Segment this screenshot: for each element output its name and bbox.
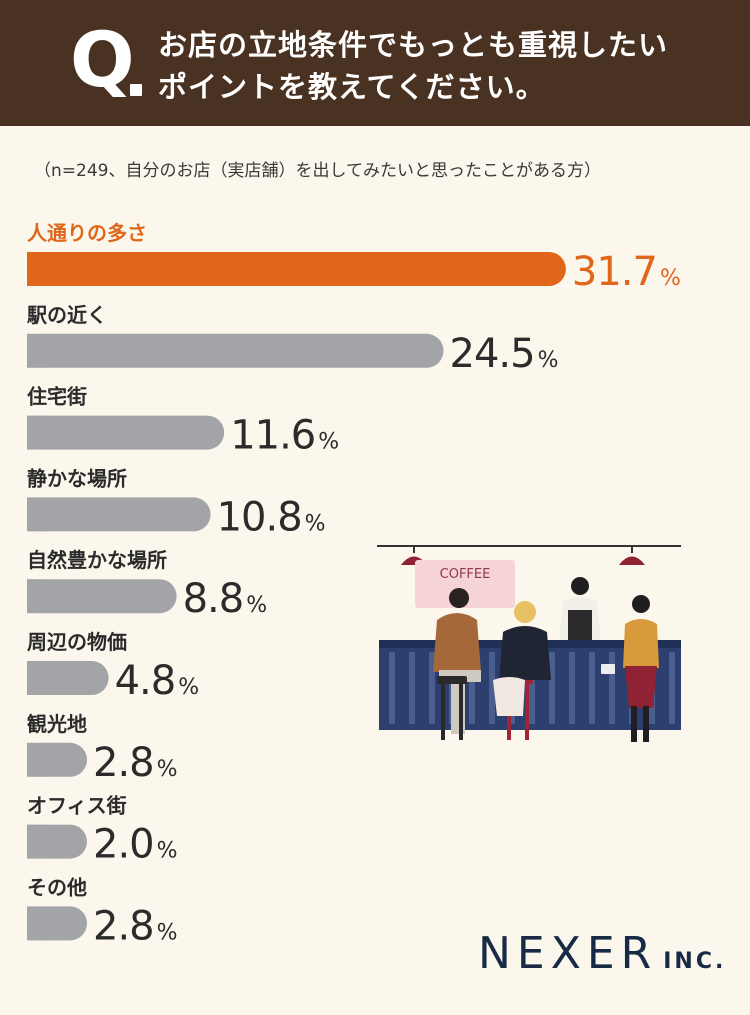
category-label: オフィス街	[27, 794, 127, 818]
category-label: 静かな場所	[27, 466, 127, 490]
bar	[27, 252, 566, 286]
value-label: 2.8%	[93, 740, 177, 786]
nexer-logo: NEXER INC.	[478, 928, 726, 979]
value-label: 31.7%	[572, 249, 680, 295]
category-label: 住宅街	[27, 385, 87, 409]
cafe-illustration: COFFEE	[377, 545, 681, 742]
value-label: 2.0%	[93, 822, 177, 868]
question-line-2: ポイントを教えてください。	[158, 70, 546, 104]
category-label: その他	[27, 875, 87, 899]
bar-end	[27, 661, 44, 695]
category-label: 人通りの多さ	[27, 221, 147, 245]
bar	[27, 333, 444, 368]
value-label: 11.6%	[230, 413, 338, 459]
category-label: 周辺の物価	[27, 630, 127, 654]
category-label: 観光地	[27, 712, 87, 736]
category-label: 自然豊かな場所	[27, 548, 167, 572]
bar-end	[27, 742, 44, 777]
bar-end	[27, 824, 44, 859]
bar	[27, 415, 225, 450]
question-header: Q お店の立地条件でもっとも重視したい ポイントを教えてください。	[0, 0, 750, 126]
bar	[27, 497, 211, 532]
value-label: 10.8%	[217, 494, 325, 540]
bar-end	[27, 333, 44, 368]
value-label: 4.8%	[115, 658, 199, 704]
bar-end	[27, 415, 44, 450]
q-mark: Q	[70, 15, 135, 104]
bar-end	[27, 579, 44, 614]
sample-note: （n=249、自分のお店（実店舗）を出してみたいと思ったことがある方）	[34, 161, 601, 181]
value-label: 8.8%	[183, 576, 267, 622]
question-line-1: お店の立地条件でもっとも重視したい	[158, 28, 669, 62]
bar-end	[27, 252, 44, 286]
q-dot	[130, 84, 142, 96]
value-label: 24.5%	[450, 331, 558, 377]
logo-suffix: INC.	[663, 949, 727, 974]
bar-end	[27, 906, 44, 941]
category-label: 駅の近く	[26, 303, 107, 327]
value-label: 2.8%	[93, 903, 177, 949]
bar	[27, 661, 109, 695]
question-text: お店の立地条件でもっとも重視したい ポイントを教えてください。	[158, 24, 718, 108]
bar-end	[27, 497, 44, 532]
logo-main: NEXER	[478, 928, 658, 979]
bar	[27, 579, 177, 614]
coffee-sign-text: COFFEE	[440, 567, 491, 582]
